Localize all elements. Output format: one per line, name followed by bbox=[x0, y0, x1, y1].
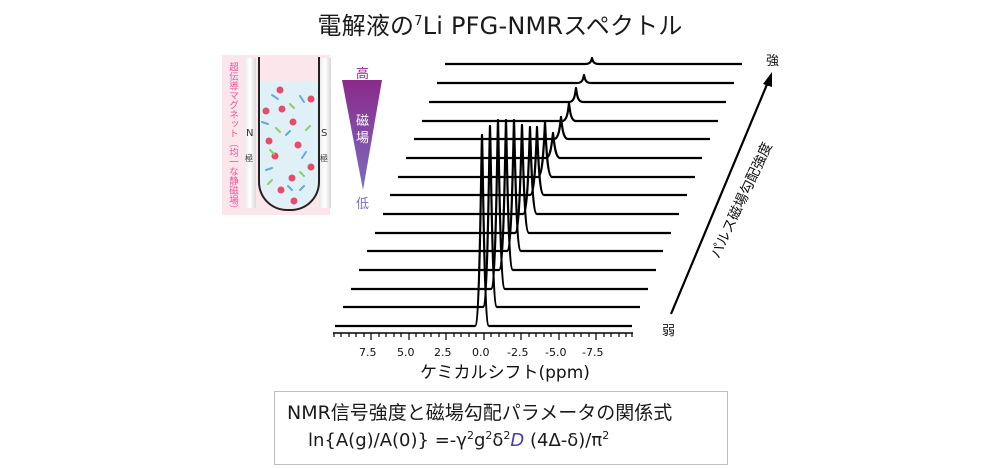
field-mid-label-1: 磁 bbox=[356, 114, 370, 129]
x-tick-label: -7.5 bbox=[582, 346, 604, 359]
gradient-arrow bbox=[669, 72, 772, 315]
figure-title: 電解液の7Li PFG-NMRスペクトル bbox=[317, 12, 683, 40]
magnet-label: 超伝導マグネット（均一な静磁場） bbox=[227, 62, 238, 214]
n-pole-kanji: 極 bbox=[245, 154, 253, 163]
weak-label: 弱 bbox=[662, 324, 676, 339]
s-pole-kanji: 極 bbox=[320, 154, 328, 163]
x-tick-label: 5.0 bbox=[397, 346, 415, 359]
formula-box: NMR信号強度と磁場勾配パラメータの関係式 ln{A(g)/A(0)} =-γ2… bbox=[274, 391, 728, 465]
x-tick-label: 0.0 bbox=[472, 346, 490, 359]
field-gradient-triangle bbox=[342, 80, 382, 190]
sample-tube bbox=[258, 57, 320, 211]
s-pole-label: S bbox=[321, 128, 328, 139]
x-tick-label: 2.5 bbox=[434, 346, 452, 359]
field-low-label: 低 bbox=[356, 197, 370, 212]
x-tick-label: -2.5 bbox=[507, 346, 529, 359]
field-mid-label-2: 場 bbox=[356, 131, 370, 146]
formula-equation: ln{A(g)/A(0)} =-γ2g2δ2D (4Δ-δ)/π2 bbox=[308, 429, 610, 451]
s-pole bbox=[319, 58, 331, 208]
x-axis-label: ケミカルシフト(ppm) bbox=[420, 363, 590, 383]
diffusion-coefficient: D bbox=[510, 430, 525, 451]
x-tick-label: -5.0 bbox=[545, 346, 567, 359]
n-pole-label: N bbox=[246, 128, 254, 139]
n-pole bbox=[244, 58, 256, 208]
x-tick-label: 7.5 bbox=[359, 346, 377, 359]
formula-title: NMR信号強度と磁場勾配パラメータの関係式 bbox=[287, 402, 673, 424]
strong-label: 強 bbox=[766, 54, 780, 69]
field-high-label: 高 bbox=[356, 67, 370, 82]
